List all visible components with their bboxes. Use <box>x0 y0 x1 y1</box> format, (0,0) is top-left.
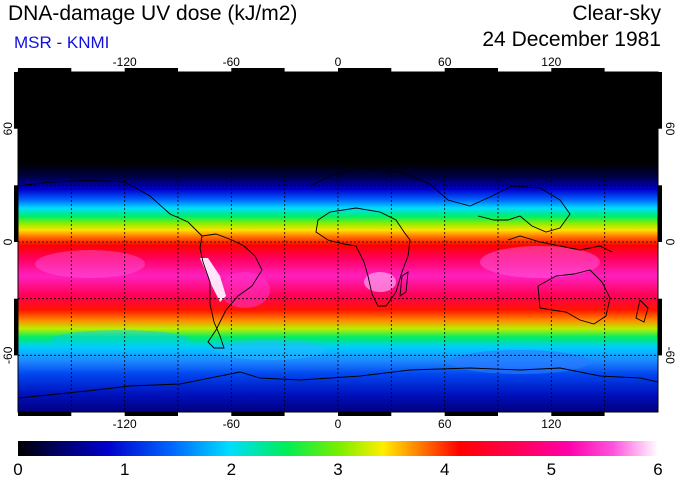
lon-tick-label: 0 <box>335 55 342 69</box>
lon-tick-label: 120 <box>541 55 561 69</box>
coast-south-america <box>199 233 263 349</box>
frame-bar <box>658 298 662 356</box>
colorbar-label: 0 <box>13 460 22 479</box>
lat-tick-label: 0 <box>1 238 15 245</box>
credit-label: MSR - KNMI <box>14 33 110 52</box>
colorbar <box>18 441 658 456</box>
coast-eurasia <box>309 167 571 233</box>
date-label: 24 December 1981 <box>482 28 661 51</box>
sky-condition: Clear-sky <box>572 2 661 25</box>
gridlines <box>18 72 658 412</box>
lat-tick-label: 0 <box>663 239 677 246</box>
frame-bar <box>14 72 18 129</box>
high-dose-pacific <box>35 250 145 278</box>
coastlines <box>18 167 658 399</box>
colorbar-labels: 0 1 2 3 4 5 6 <box>13 460 662 479</box>
frame-bar <box>444 412 498 416</box>
high-dose-indonesia <box>480 246 600 278</box>
lon-tick-label: -120 <box>113 55 137 69</box>
frame-bar <box>338 68 392 72</box>
frame-bar <box>124 412 178 416</box>
lon-ticks-bottom: -120 -60 0 60 120 <box>113 417 562 431</box>
high-dose-south-america <box>220 272 270 308</box>
lon-ticks-top: -120 -60 0 60 120 <box>113 55 562 69</box>
andes-peak <box>200 258 226 302</box>
coast-antarctica <box>18 367 658 399</box>
frame-bar <box>231 412 285 416</box>
frame-bar <box>14 185 18 242</box>
high-dose-africa <box>364 272 396 292</box>
lon-tick-label: -120 <box>113 417 137 431</box>
page-title: DNA-damage UV dose (kJ/m2) <box>8 2 298 25</box>
lat-tick-label: -60 <box>1 346 15 364</box>
lat-ticks-right: 60 0 -60 <box>663 122 677 364</box>
frame-bar <box>231 68 285 72</box>
lat-tick-label: 60 <box>1 122 15 136</box>
lat-tick-label: -60 <box>663 347 677 365</box>
map-frame <box>14 68 662 416</box>
frame-bar <box>18 68 72 72</box>
coast-australia <box>537 269 611 325</box>
lon-tick-label: 60 <box>438 417 452 431</box>
frame-bar <box>658 72 662 129</box>
frame-bar <box>124 68 178 72</box>
frame-bar <box>658 185 662 242</box>
colorbar-label: 1 <box>120 460 129 479</box>
lon-tick-label: 120 <box>541 417 561 431</box>
frame-bar <box>551 412 605 416</box>
coast-north-america <box>18 180 203 237</box>
frame-bar <box>18 412 72 416</box>
ocean-patch-south-pacific <box>50 330 190 350</box>
lon-tick-label: -60 <box>223 55 241 69</box>
colorbar-label: 4 <box>440 460 449 479</box>
coast-new-zealand <box>635 299 649 323</box>
frame-bar <box>14 298 18 356</box>
colorbar-label: 6 <box>653 460 662 479</box>
lon-tick-label: 60 <box>438 55 452 69</box>
coast-madagascar <box>399 271 409 297</box>
colorbar-label: 2 <box>227 460 236 479</box>
lat-ticks-left: 60 0 -60 <box>1 122 15 364</box>
lat-tick-label: 60 <box>663 122 677 136</box>
coast-maritime-se-asia <box>507 235 613 253</box>
frame-bar <box>551 68 605 72</box>
lon-tick-label: -60 <box>223 417 241 431</box>
colorbar-label: 5 <box>547 460 556 479</box>
lon-tick-label: 0 <box>335 417 342 431</box>
frame-bar <box>444 68 498 72</box>
colorbar-label: 3 <box>333 460 342 479</box>
frame-bar <box>338 412 392 416</box>
